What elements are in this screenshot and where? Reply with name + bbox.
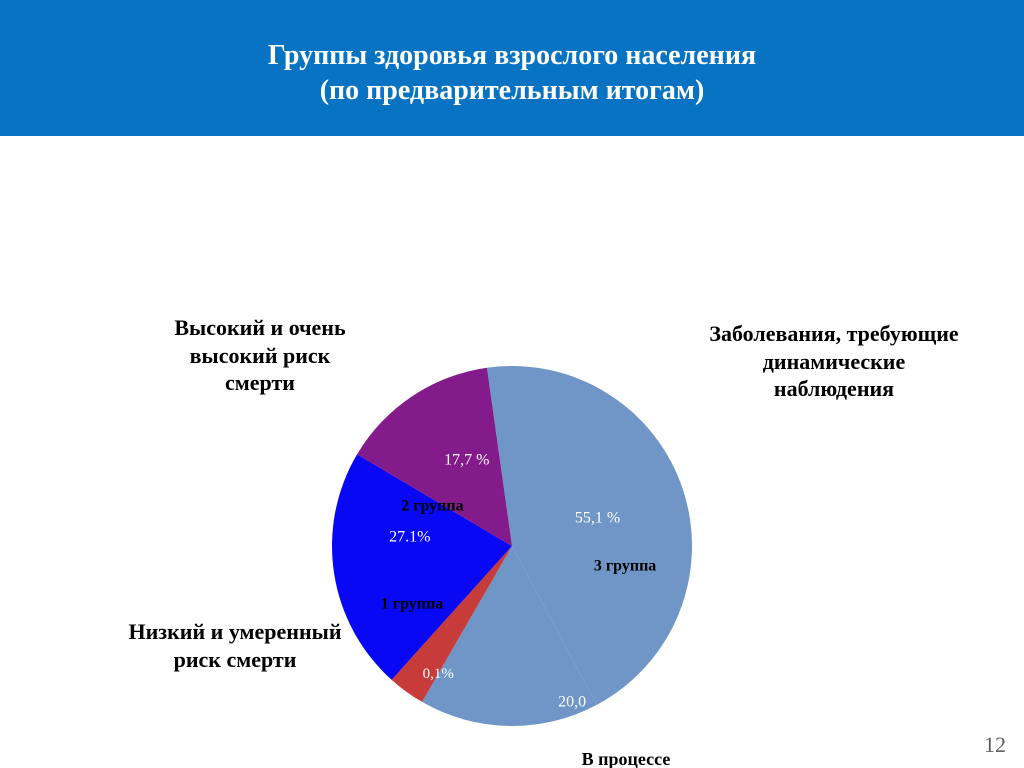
slice-name-group2: 2 группа bbox=[401, 497, 463, 516]
annot-left: Низкий и умеренный риск смерти bbox=[100, 618, 370, 673]
slice-name-group1: 1 группа bbox=[381, 594, 443, 613]
slice-pct-group3a: 55,1 % bbox=[575, 509, 620, 528]
annot-right: Заболевания, требующие динамические набл… bbox=[684, 320, 984, 403]
pie-svg bbox=[332, 366, 692, 726]
slice-pct-group3b: 20,0 bbox=[558, 693, 586, 712]
slice-pct-clarifying: 0,1% bbox=[423, 665, 454, 683]
header-band: Группы здоровья взрослого населения (по … bbox=[0, 0, 1024, 136]
pie-wrap bbox=[332, 366, 692, 731]
slice-pct-group2: 17,7 % bbox=[444, 450, 489, 469]
page-title: Группы здоровья взрослого населения (по … bbox=[20, 38, 1004, 108]
slice-pct-group1: 27.1% bbox=[389, 527, 430, 546]
page-number: 12 bbox=[984, 732, 1006, 758]
slice-name-group3a: 3 группа bbox=[594, 556, 656, 575]
annot-bottom: В процессе уточнения bbox=[536, 748, 716, 768]
annot-top-left: Высокий и очень высокий риск смерти bbox=[130, 314, 390, 397]
